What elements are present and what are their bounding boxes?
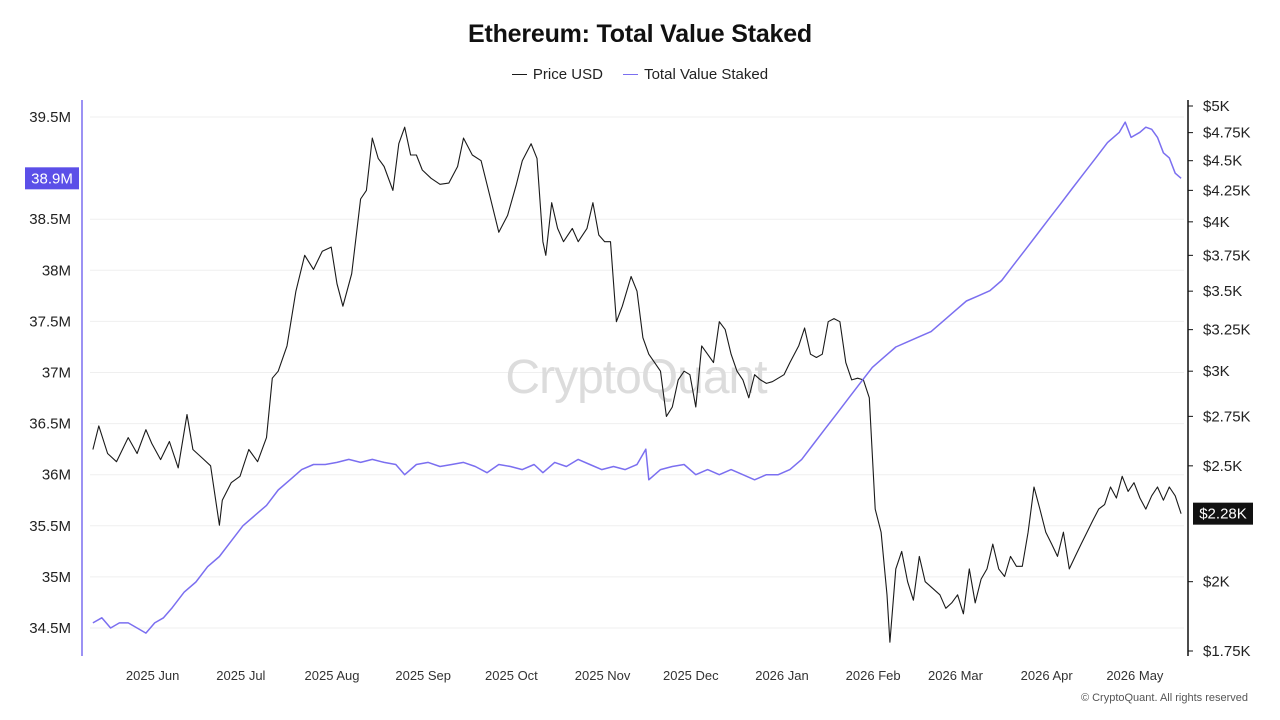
right-tick-label: $4.75K: [1203, 125, 1251, 142]
x-tick-label: 2025 Dec: [663, 668, 719, 683]
x-tick-label: 2026 Mar: [928, 668, 984, 683]
price-usd-line: [92, 126, 1182, 643]
legend-item-staked[interactable]: Total Value Staked: [623, 66, 768, 83]
right-tick-label: $2.75K: [1203, 408, 1251, 425]
right-tick-label: $2.5K: [1203, 458, 1242, 475]
left-tick-label: 38M: [42, 262, 71, 279]
right-tick-label: $4.5K: [1203, 153, 1242, 170]
current-value-badges: 38.9M $2.28K: [25, 167, 1253, 525]
right-current-badge: [1193, 502, 1253, 525]
total-value-staked-line: [92, 121, 1182, 634]
left-tick-label: 38.5M: [29, 211, 71, 228]
watermark: CryptoQuant: [505, 351, 767, 404]
right-tick-label: $4.25K: [1203, 182, 1251, 199]
legend-item-price[interactable]: Price USD: [511, 65, 603, 83]
copyright-notice: © CryptoQuant. All rights reserved: [1080, 692, 1248, 704]
right-tick-label: $2K: [1203, 574, 1230, 591]
right-tick-label: $5K: [1203, 98, 1230, 115]
gridlines: [90, 116, 1184, 629]
legend-swatch-price: [511, 73, 527, 75]
legend-label-staked: Total Value Staked: [644, 65, 769, 83]
x-tick-label: 2026 Apr: [1021, 668, 1074, 683]
right-axis: $5K $4.75K $4.5K $4.25K $4K $3.75K $3.5K $3.25K…: [1188, 98, 1251, 660]
left-tick-label: 37.5M: [29, 313, 71, 330]
series-lines: [92, 121, 1182, 643]
right-tick-label: $3.25K: [1203, 322, 1251, 339]
left-axis: 39.5M 38.5M 38M 37.5M 37M 36.5M 36M 35.5M 35M 34.…: [29, 109, 71, 637]
left-tick-label: 36M: [42, 467, 71, 484]
right-tick-label: $3.5K: [1203, 283, 1242, 300]
x-tick-label: 2025 Aug: [305, 668, 360, 683]
right-current-label: $2.28K: [1199, 506, 1247, 523]
x-tick-label: 2026 May: [1106, 668, 1164, 683]
left-tick-label: 37M: [42, 365, 71, 382]
left-tick-label: 36.5M: [29, 416, 71, 433]
legend-swatch-staked: [623, 73, 639, 75]
left-tick-label: 35.5M: [29, 518, 71, 535]
left-current-label: 38.9M: [31, 170, 73, 187]
x-axis: 2025 Jun 2025 Jul 2025 Aug 2025 Sep 2025 Oct…: [126, 668, 1164, 683]
chart-legend: Price USD Total Value Staked: [0, 62, 1280, 83]
x-tick-label: 2025 Jul: [216, 668, 265, 683]
chart-title: Ethereum: Total Value Staked: [467, 20, 813, 48]
x-tick-label: 2025 Oct: [485, 668, 538, 683]
x-tick-label: 2026 Feb: [846, 668, 901, 683]
legend-label-price: Price USD: [532, 65, 603, 83]
x-tick-label: 2025 Jun: [126, 668, 180, 683]
right-tick-label: $3.75K: [1203, 247, 1251, 264]
right-tick-label: $4K: [1203, 214, 1230, 231]
left-tick-label: 35M: [42, 569, 71, 586]
left-tick-label: 34.5M: [29, 620, 71, 637]
left-tick-label: 39.5M: [29, 109, 71, 126]
right-tick-label: $3K: [1203, 363, 1230, 380]
left-current-badge: [25, 167, 79, 190]
right-tick-label: $1.75K: [1203, 643, 1251, 660]
x-tick-label: 2025 Sep: [395, 668, 451, 683]
x-tick-label: 2026 Jan: [755, 668, 809, 683]
x-tick-label: 2025 Nov: [575, 668, 631, 683]
